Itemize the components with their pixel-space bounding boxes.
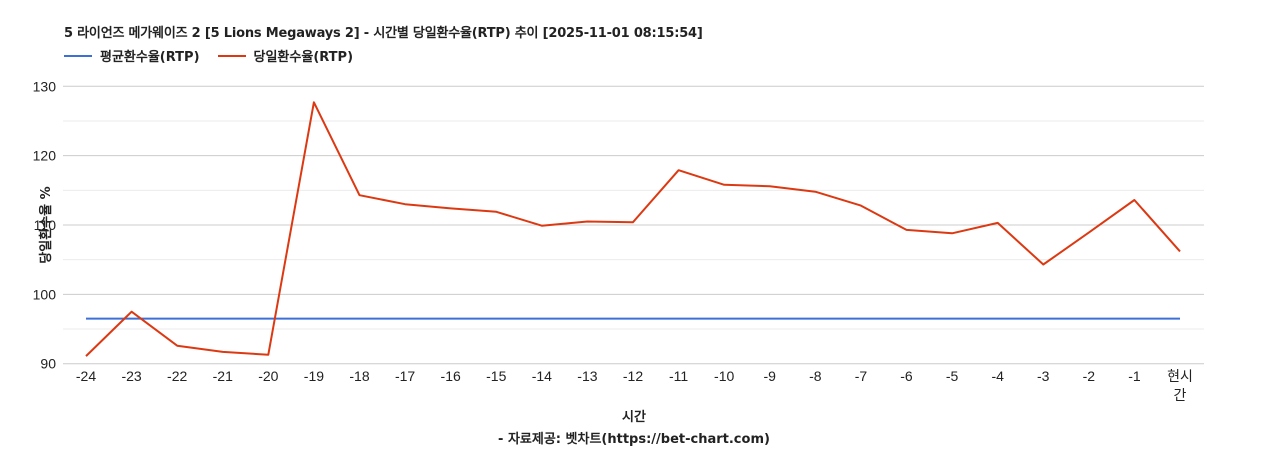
legend: 평균환수율(RTP) 당일환수율(RTP): [64, 46, 353, 65]
legend-swatch-red-icon: [217, 54, 246, 57]
x-tick-label: -19: [304, 368, 324, 384]
x-tick-label: -14: [532, 368, 552, 384]
y-tick-label: 110: [34, 217, 57, 233]
x-tick-label: -12: [623, 368, 643, 384]
x-tick-label: -5: [946, 368, 959, 384]
x-tick-label: -9: [764, 368, 777, 384]
x-tick-label: -7: [855, 368, 868, 384]
legend-label: 당일환수율(RTP): [253, 50, 354, 65]
y-tick-label: 90: [40, 356, 56, 372]
legend-item-daily-rtp[interactable]: 당일환수율(RTP): [217, 46, 354, 65]
x-tick-label: -16: [441, 368, 461, 384]
y-axis-ticks: 90 100 110 120 130: [33, 78, 57, 371]
gridlines: [63, 85, 1204, 365]
x-tick-label: -10: [714, 368, 734, 384]
x-axis-label: 시간: [622, 410, 646, 425]
x-tick-label-cont: 간: [1174, 388, 1187, 404]
x-axis-ticks: -24 -23 -22 -21 -20 -19 -18 -17 -16 -15 -14 -13 -12 -…: [76, 368, 1193, 404]
x-tick-label: -22: [167, 368, 187, 384]
y-tick-label: 100: [33, 286, 57, 302]
source-credit: - 자료제공: 벳차트(https://bet-chart.com): [498, 432, 770, 447]
legend-swatch-blue-icon: [64, 54, 92, 57]
y-tick-label: 120: [33, 148, 57, 164]
y-tick-label: 130: [33, 78, 57, 94]
chart-title: 5 라이언즈 메가웨이즈 2 [5 Lions Megaways 2] - 시간…: [64, 26, 703, 41]
x-tick-label: -17: [395, 368, 415, 384]
x-tick-label: -3: [1037, 368, 1050, 384]
x-tick-label: -6: [900, 368, 913, 384]
legend-item-average-rtp[interactable]: 평균환수율(RTP): [64, 46, 200, 65]
x-tick-label: -24: [76, 368, 96, 384]
x-tick-label: -20: [258, 368, 278, 384]
x-tick-label: -13: [577, 368, 597, 384]
x-tick-label: -11: [669, 368, 688, 384]
x-tick-label: -2: [1083, 368, 1096, 384]
legend-label: 평균환수율(RTP): [100, 50, 200, 65]
x-tick-label: -4: [991, 368, 1004, 384]
daily-rtp-line[interactable]: [85, 101, 1181, 357]
x-tick-label: -1: [1128, 368, 1141, 384]
y-axis-label: 당일환수율 %: [39, 186, 55, 264]
x-tick-label: -18: [349, 368, 369, 384]
x-tick-label: -23: [121, 368, 141, 384]
data-series: [85, 101, 1181, 357]
x-tick-label: 현시: [1167, 369, 1193, 385]
x-tick-label: -8: [809, 368, 822, 384]
x-tick-label: -21: [213, 368, 233, 384]
x-tick-label: -15: [486, 368, 506, 384]
